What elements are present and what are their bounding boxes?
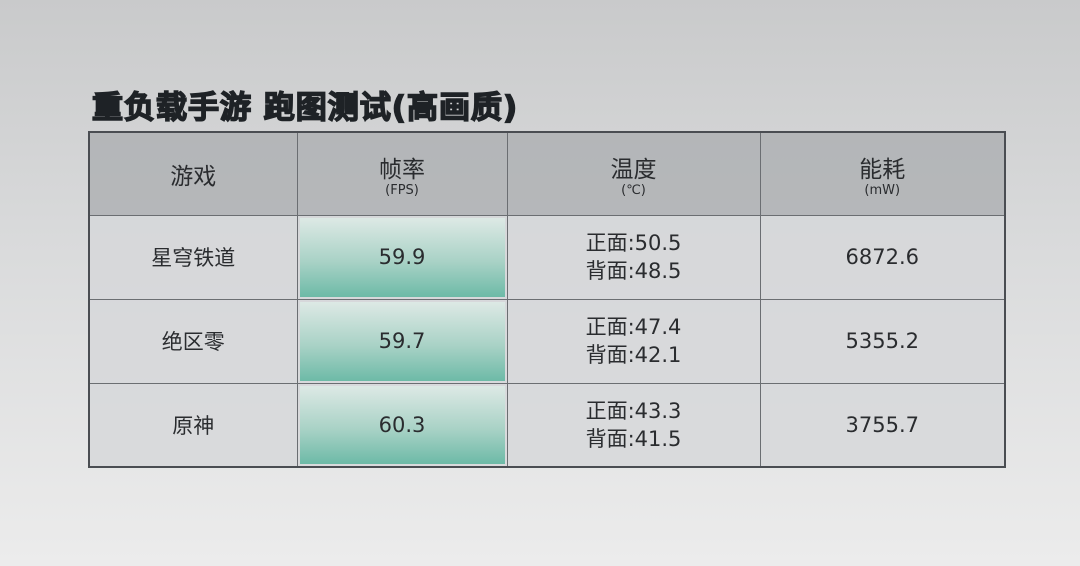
header-power: 能耗 (mW) <box>759 131 1006 216</box>
header-label: 游戏 <box>170 163 217 190</box>
page-title: 重负载手游 跑图测试(高画质) <box>91 89 519 127</box>
header-unit: (mW) <box>864 182 901 198</box>
temp-cell: 正面:47.4 背面:42.1 <box>506 298 761 384</box>
header-fps: 帧率 (FPS) <box>296 131 508 216</box>
table-row: 绝区零 59.7 正面:47.4 背面:42.1 5355.2 <box>88 298 1006 384</box>
temp-back: 背面:41.5 <box>585 426 682 451</box>
header-label: 温度 <box>610 156 657 183</box>
table-header-row: 游戏 帧率 (FPS) 温度 (℃) 能耗 (mW) <box>88 131 1006 216</box>
header-unit: (FPS) <box>385 182 419 198</box>
fps-value: 59.9 <box>299 217 505 297</box>
header-label: 帧率 <box>379 156 425 183</box>
fps-cell: 60.3 <box>296 382 508 468</box>
table-row: 星穹铁道 59.9 正面:50.5 背面:48.5 6872.6 <box>88 214 1006 300</box>
temp-back: 背面:48.5 <box>585 259 682 283</box>
fps-value: 60.3 <box>299 385 505 464</box>
fps-cell: 59.9 <box>296 214 508 300</box>
benchmark-table: 游戏 帧率 (FPS) 温度 (℃) 能耗 (mW) 星穹铁道 59.9 正面:50.… <box>88 131 1006 468</box>
power-cell: 5355.2 <box>759 298 1006 384</box>
fps-cell: 59.7 <box>296 298 508 384</box>
game-cell: 原神 <box>88 382 298 468</box>
game-cell: 星穹铁道 <box>88 214 298 300</box>
temp-back: 背面:42.1 <box>585 343 682 367</box>
power-cell: 3755.7 <box>759 382 1006 468</box>
fps-value: 59.7 <box>299 301 505 381</box>
header-temp: 温度 (℃) <box>506 131 761 216</box>
game-cell: 绝区零 <box>88 298 298 384</box>
header-game: 游戏 <box>88 131 298 216</box>
temp-front: 正面:47.4 <box>585 315 682 339</box>
header-unit: (℃) <box>621 182 646 198</box>
temp-cell: 正面:50.5 背面:48.5 <box>506 214 761 300</box>
temp-front: 正面:50.5 <box>585 231 682 255</box>
temp-front: 正面:43.3 <box>585 398 682 423</box>
table-row: 原神 60.3 正面:43.3 背面:41.5 3755.7 <box>88 382 1006 468</box>
header-label: 能耗 <box>859 156 906 183</box>
power-cell: 6872.6 <box>759 214 1006 300</box>
temp-cell: 正面:43.3 背面:41.5 <box>506 382 761 468</box>
